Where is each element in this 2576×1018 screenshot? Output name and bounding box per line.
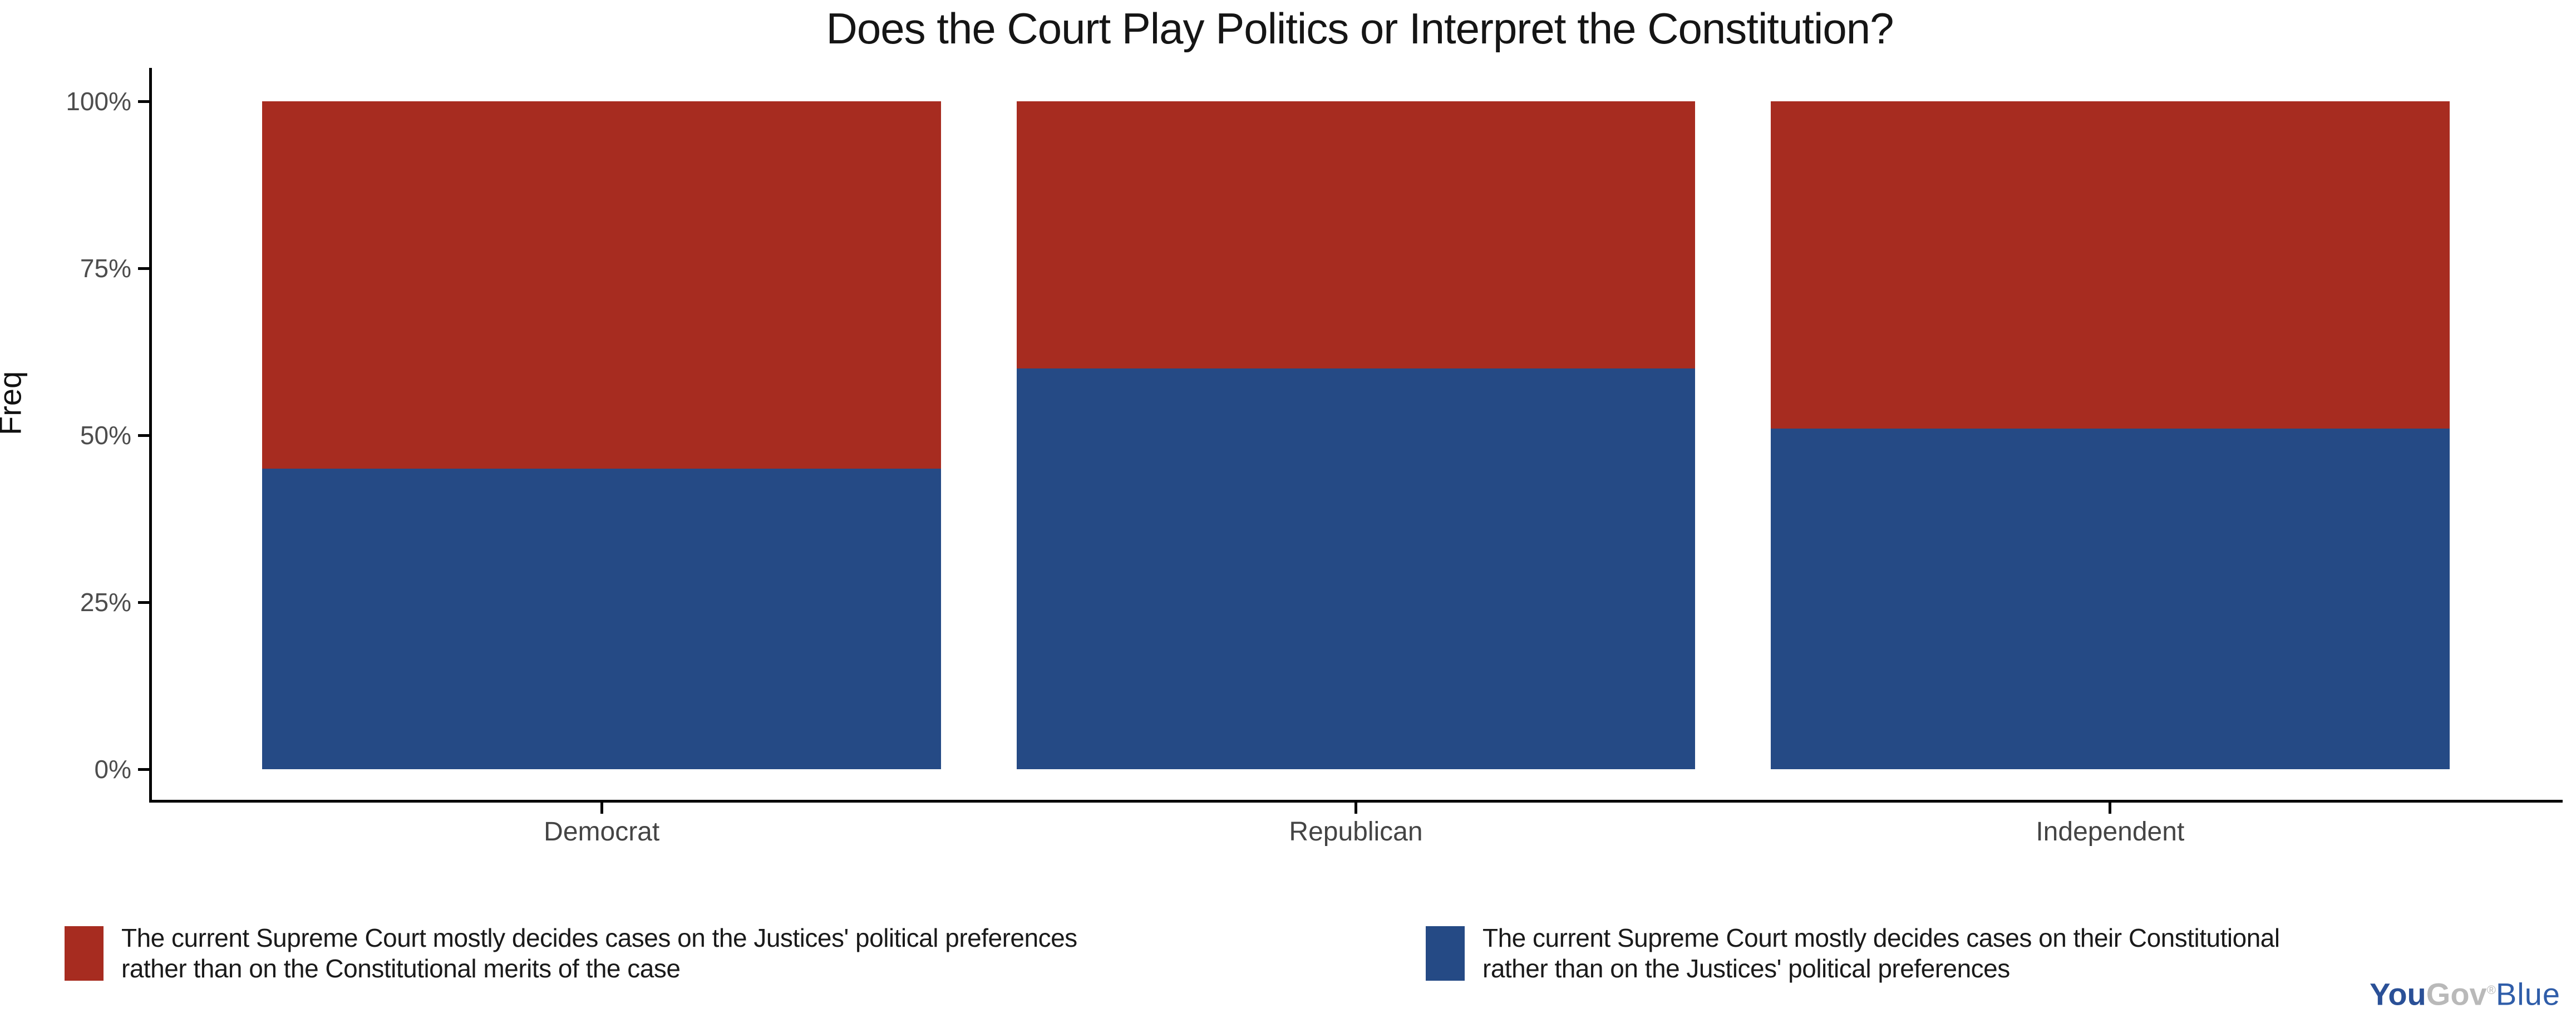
bar-segment-republican (1016, 101, 1696, 368)
y-tick-mark (138, 768, 149, 771)
logo-blue: Blue (2495, 977, 2560, 1012)
bar-segment-independent (1770, 101, 2450, 429)
bar-segment-independent (1770, 429, 2450, 769)
y-tick-mark (138, 601, 149, 604)
legend-label: The current Supreme Court mostly decides… (121, 923, 1077, 984)
chart-title: Does the Court Play Politics or Interpre… (826, 4, 1894, 53)
plot-panel (149, 68, 2563, 803)
legend-label-line: rather than on the Justices' political p… (1482, 954, 2010, 983)
legend-key-swatch (1426, 926, 1465, 981)
y-axis-tick-label: 0% (94, 755, 131, 784)
y-tick-mark (138, 267, 149, 270)
registered-mark-icon: ® (2486, 983, 2496, 997)
x-tick-mark (2109, 803, 2112, 814)
bar-segment-democrat (262, 469, 942, 769)
logo-you: You (2370, 977, 2426, 1012)
yougov-blue-logo: YouGov®Blue (2370, 975, 2560, 1010)
x-axis-category-label: Independent (2036, 817, 2185, 847)
legend-label-line: The current Supreme Court mostly decides… (121, 923, 1077, 952)
y-tick-mark (138, 434, 149, 437)
x-tick-mark (600, 803, 603, 814)
y-tick-mark (138, 100, 149, 103)
y-axis-tick-label: 100% (66, 87, 131, 116)
bar-segment-republican (1016, 368, 1696, 769)
x-tick-mark (1355, 803, 1357, 814)
x-axis-category-label: Republican (1289, 817, 1423, 847)
legend-item: The current Supreme Court mostly decides… (1426, 923, 2280, 984)
logo-gov: Gov (2426, 977, 2487, 1012)
bar-segment-democrat (262, 101, 942, 469)
legend-label-line: The current Supreme Court mostly decides… (1482, 923, 2280, 952)
x-axis-category-label: Democrat (544, 817, 660, 847)
y-axis-tick-label: 25% (80, 588, 131, 617)
y-axis-tick-label: 50% (80, 421, 131, 450)
legend-label-line: rather than on the Constitutional merits… (121, 954, 681, 983)
y-axis-tick-label: 75% (80, 254, 131, 283)
legend-item: The current Supreme Court mostly decides… (65, 923, 1077, 984)
legend: The current Supreme Court mostly decides… (0, 923, 2576, 995)
legend-key-swatch (65, 926, 104, 981)
legend-label: The current Supreme Court mostly decides… (1482, 923, 2280, 984)
